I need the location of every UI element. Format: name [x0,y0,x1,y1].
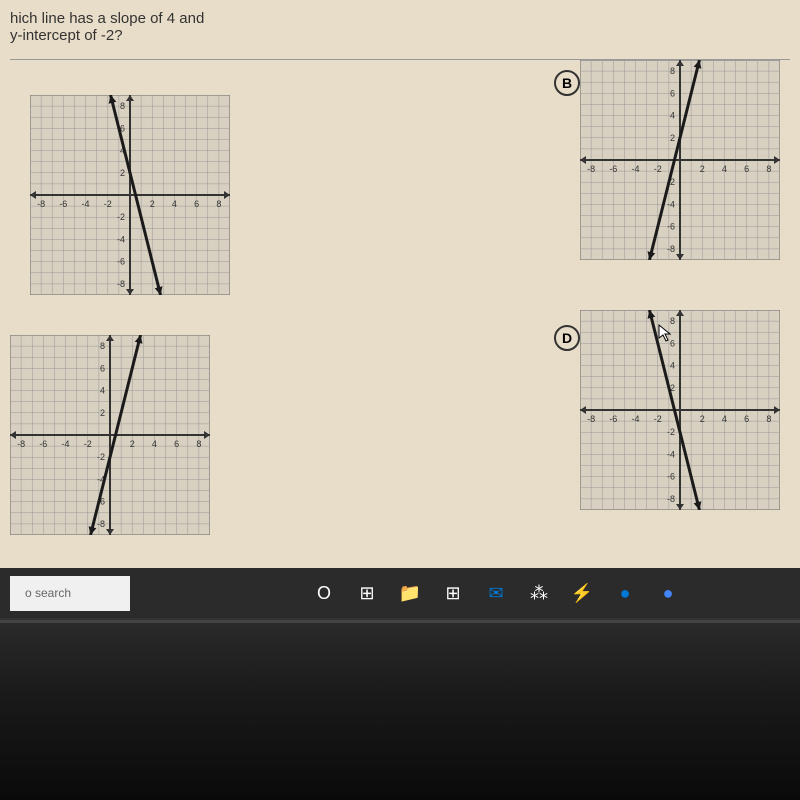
svg-text:-2: -2 [667,427,675,437]
svg-text:8: 8 [196,439,201,449]
svg-text:-6: -6 [59,199,67,209]
svg-text:-8: -8 [97,519,105,529]
svg-text:2: 2 [120,168,125,178]
svg-text:2: 2 [700,164,705,174]
svg-text:4: 4 [670,111,675,121]
graph-b[interactable]: -8-6-4-22468-8-6-4-22468xy [580,60,780,265]
svg-text:6: 6 [744,164,749,174]
store-icon[interactable]: ⊞ [439,579,467,607]
svg-text:6: 6 [670,88,675,98]
svg-text:-2: -2 [654,414,662,424]
svg-text:-2: -2 [104,199,112,209]
svg-text:8: 8 [766,164,771,174]
svg-text:6: 6 [194,199,199,209]
svg-text:-2: -2 [117,212,125,222]
svg-text:-2: -2 [84,439,92,449]
graph-b-svg: -8-6-4-22468-8-6-4-22468xy [580,60,780,260]
svg-text:4: 4 [152,439,157,449]
svg-text:8: 8 [216,199,221,209]
taskbar-icons: O ⊞ 📁 ⊞ ✉ ⁂ ⚡ ● ● [310,579,682,607]
option-label-d[interactable]: D [554,325,580,351]
file-explorer-icon[interactable]: 📁 [396,579,424,607]
svg-text:4: 4 [172,199,177,209]
taskbar: o search O ⊞ 📁 ⊞ ✉ ⁂ ⚡ ● ● [0,568,800,618]
svg-text:8: 8 [670,66,675,76]
svg-text:2: 2 [130,439,135,449]
lightning-icon[interactable]: ⚡ [568,579,596,607]
svg-text:4: 4 [670,361,675,371]
svg-text:-8: -8 [667,244,675,254]
svg-text:-8: -8 [587,414,595,424]
search-input[interactable]: o search [10,576,130,611]
svg-text:-6: -6 [667,222,675,232]
svg-text:6: 6 [744,414,749,424]
chrome-icon[interactable]: ● [654,579,682,607]
svg-text:-4: -4 [82,199,90,209]
mail-icon[interactable]: ✉ [482,579,510,607]
svg-text:4: 4 [100,386,105,396]
graph-d[interactable]: -8-6-4-22468-8-6-4-22468xy [580,310,780,515]
cortana-icon[interactable]: O [310,579,338,607]
svg-text:2: 2 [700,414,705,424]
svg-text:-6: -6 [39,439,47,449]
graph-c[interactable]: -8-6-4-22468-8-6-4-22468xy [10,335,210,540]
svg-text:-4: -4 [62,439,70,449]
svg-text:6: 6 [100,363,105,373]
svg-text:8: 8 [100,341,105,351]
graph-a[interactable]: -8-6-4-22468-8-6-4-22468xy [30,95,230,300]
svg-text:-6: -6 [667,472,675,482]
svg-text:-8: -8 [587,164,595,174]
svg-text:6: 6 [174,439,179,449]
svg-text:-4: -4 [632,164,640,174]
dropbox-icon[interactable]: ⁂ [525,579,553,607]
question-text: hich line has a slope of 4 and y-interce… [10,10,790,44]
edge-icon[interactable]: ● [611,579,639,607]
task-view-icon[interactable]: ⊞ [353,579,381,607]
cursor-icon [655,323,675,343]
svg-text:-4: -4 [632,414,640,424]
quiz-content: hich line has a slope of 4 and y-interce… [0,0,800,570]
graph-d-svg: -8-6-4-22468-8-6-4-22468xy [580,310,780,510]
graph-a-svg: -8-6-4-22468-8-6-4-22468xy [30,95,230,295]
svg-text:-4: -4 [667,449,675,459]
graphs-container: B D -8-6-4-22468-8-6-4-22468xy -8-6-4-22… [10,75,790,545]
svg-text:4: 4 [722,414,727,424]
svg-text:-2: -2 [97,452,105,462]
svg-text:-4: -4 [117,234,125,244]
svg-text:8: 8 [120,101,125,111]
question-line-1: hich line has a slope of 4 and [10,10,790,27]
laptop-screen: hich line has a slope of 4 and y-interce… [0,0,800,620]
svg-text:2: 2 [150,199,155,209]
option-label-b[interactable]: B [554,70,580,96]
svg-text:2: 2 [100,408,105,418]
question-line-2: y-intercept of -2? [10,27,790,44]
laptop-body [0,620,800,800]
svg-text:-8: -8 [17,439,25,449]
svg-text:-6: -6 [609,164,617,174]
svg-text:-2: -2 [654,164,662,174]
svg-text:4: 4 [722,164,727,174]
graph-c-svg: -8-6-4-22468-8-6-4-22468xy [10,335,210,535]
svg-text:-6: -6 [117,257,125,267]
svg-text:-8: -8 [667,494,675,504]
svg-text:-8: -8 [117,279,125,289]
svg-text:-6: -6 [609,414,617,424]
svg-text:-4: -4 [667,199,675,209]
svg-text:2: 2 [670,133,675,143]
svg-text:8: 8 [766,414,771,424]
svg-text:-8: -8 [37,199,45,209]
